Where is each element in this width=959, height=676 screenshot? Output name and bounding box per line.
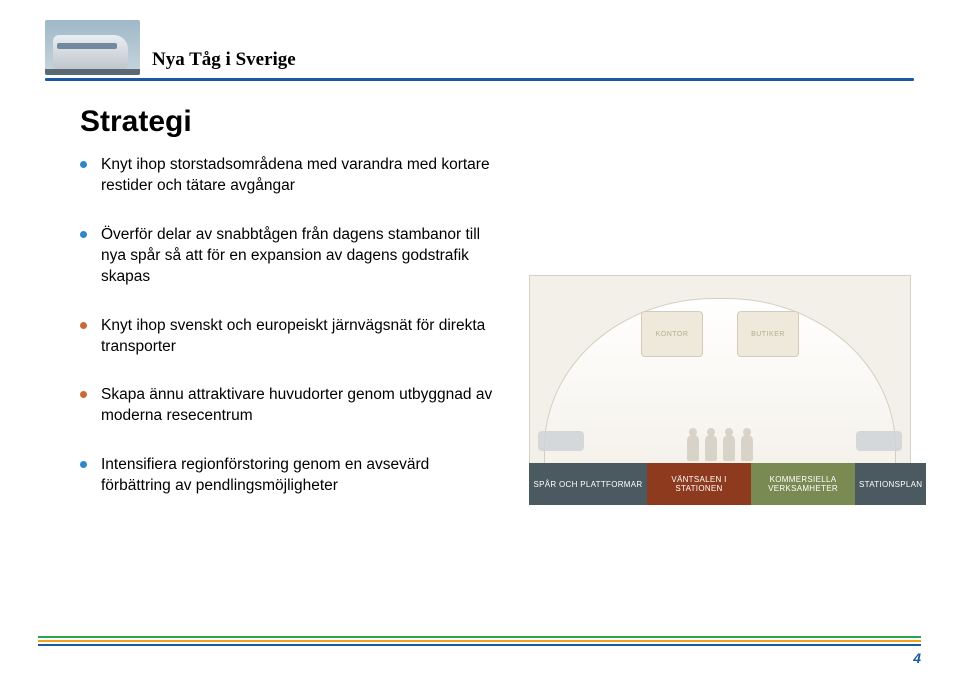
person-icon [741, 435, 753, 461]
station-arch-inner: KONTOR BUTIKER [544, 298, 896, 463]
bullet-item: Skapa ännu attraktivare huvudorter genom… [80, 385, 500, 427]
person-icon [723, 435, 735, 461]
person-icon [705, 435, 717, 461]
bullet-text: Överför delar av snabbtågen från dagens … [101, 225, 500, 288]
illustration-label: SPÅR OCH PLATTFORMAR [529, 463, 647, 505]
illustration-label: KOMMERSIELLA VERKSAMHETER [751, 463, 855, 505]
bullet-dot-icon [80, 161, 87, 168]
bullet-item: Intensifiera regionförstoring genom en a… [80, 455, 500, 497]
bullet-dot-icon [80, 461, 87, 468]
station-illustration: KONTOR BUTIKER SPÅR OCH PLATTFORMARVÄNTS… [529, 275, 911, 505]
footer-line [38, 644, 921, 646]
bullet-dot-icon [80, 231, 87, 238]
bullet-item: Överför delar av snabbtågen från dagens … [80, 225, 500, 288]
header: Nya Tåg i Sverige [45, 20, 296, 75]
bullet-item: Knyt ihop storstadsområdena med varandra… [80, 155, 500, 197]
people-silhouettes [687, 435, 753, 461]
bullet-list: Knyt ihop storstadsområdena med varandra… [80, 155, 500, 525]
footer-lines [38, 636, 921, 646]
kiosk-left: KONTOR [641, 311, 703, 357]
illustration-label: VÄNTSALEN I STATIONEN [647, 463, 751, 505]
train-logo [45, 20, 140, 75]
illustration-label: STATIONSPLAN [855, 463, 926, 505]
bullet-text: Knyt ihop storstadsområdena med varandra… [101, 155, 500, 197]
car-left-icon [538, 431, 584, 451]
header-rule [45, 78, 914, 81]
station-arch: KONTOR BUTIKER [529, 275, 911, 463]
header-title: Nya Tåg i Sverige [152, 49, 296, 75]
page-number: 4 [913, 650, 921, 666]
bullet-text: Skapa ännu attraktivare huvudorter genom… [101, 385, 500, 427]
bullet-dot-icon [80, 322, 87, 329]
bullet-dot-icon [80, 391, 87, 398]
page-title: Strategi [80, 105, 192, 139]
kiosk-right: BUTIKER [737, 311, 799, 357]
bullet-text: Intensifiera regionförstoring genom en a… [101, 455, 500, 497]
person-icon [687, 435, 699, 461]
car-right-icon [856, 431, 902, 451]
bullet-text: Knyt ihop svenskt och europeiskt järnväg… [101, 316, 500, 358]
rail-shape [45, 69, 140, 75]
illustration-labels: SPÅR OCH PLATTFORMARVÄNTSALEN I STATIONE… [529, 463, 911, 505]
train-shape [53, 35, 128, 69]
footer-line [38, 640, 921, 642]
slide-page: Nya Tåg i Sverige Strategi Knyt ihop sto… [0, 0, 959, 676]
footer-line [38, 636, 921, 638]
bullet-item: Knyt ihop svenskt och europeiskt järnväg… [80, 316, 500, 358]
